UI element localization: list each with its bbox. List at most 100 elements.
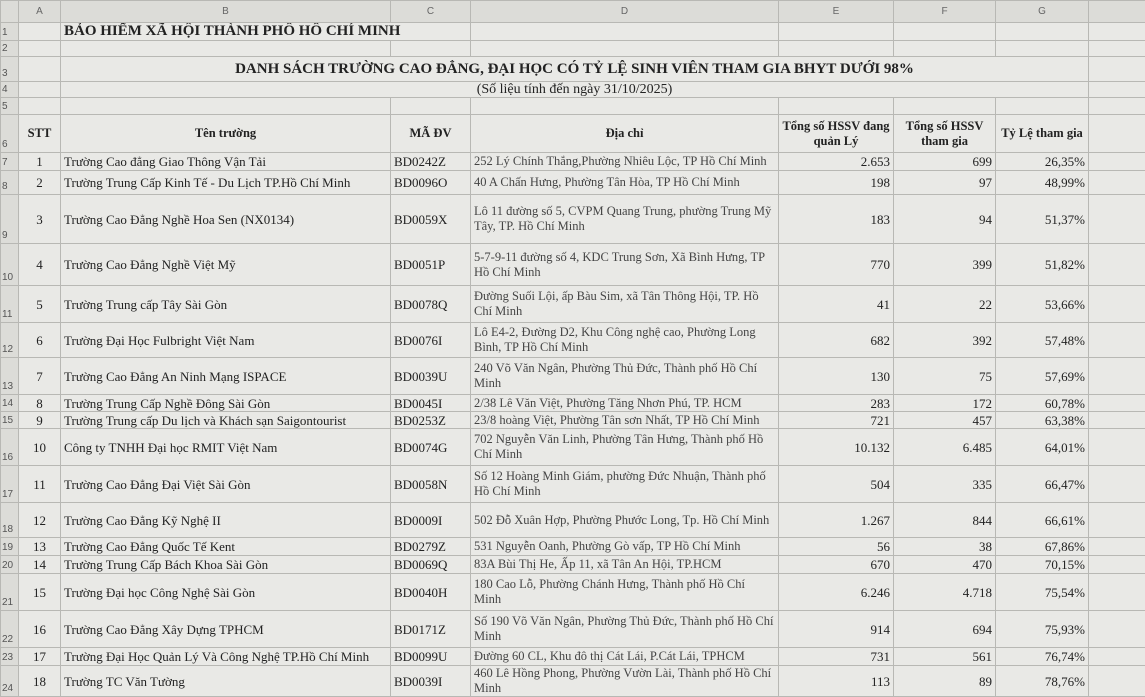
column-letter[interactable]: A: [19, 1, 61, 23]
school-name[interactable]: Trường Cao Đẳng Nghề Hoa Sen (NX0134): [61, 195, 391, 244]
school-name[interactable]: Trường Cao Đẳng Đại Việt Sài Gòn: [61, 466, 391, 503]
participating-students[interactable]: 699: [894, 153, 996, 171]
column-letter[interactable]: B: [61, 1, 391, 23]
address[interactable]: 702 Nguyễn Văn Linh, Phường Tân Hưng, Th…: [471, 429, 779, 466]
total-students[interactable]: 2.653: [779, 153, 894, 171]
participation-rate[interactable]: 64,01%: [996, 429, 1089, 466]
participation-rate[interactable]: 76,74%: [996, 648, 1089, 666]
school-name[interactable]: Trường TC Văn Tường: [61, 666, 391, 697]
total-students[interactable]: 10.132: [779, 429, 894, 466]
cell[interactable]: [1089, 556, 1145, 574]
stt[interactable]: 16: [19, 611, 61, 648]
address[interactable]: 2/38 Lê Văn Việt, Phường Tăng Nhơn Phú, …: [471, 395, 779, 412]
school-name[interactable]: Trường Đại Học Quản Lý Và Công Nghệ TP.H…: [61, 648, 391, 666]
cell[interactable]: [1089, 395, 1145, 412]
row-number[interactable]: 14: [1, 395, 19, 412]
cell[interactable]: [1089, 574, 1145, 611]
address[interactable]: Lô E4-2, Đường D2, Khu Công nghệ cao, Ph…: [471, 323, 779, 358]
stt[interactable]: 3: [19, 195, 61, 244]
cell[interactable]: [19, 41, 61, 57]
cell[interactable]: [1089, 611, 1145, 648]
cell[interactable]: [894, 98, 996, 115]
column-title[interactable]: Tổng số HSSV tham gia: [894, 115, 996, 153]
row-number[interactable]: 23: [1, 648, 19, 666]
address[interactable]: 23/8 hoàng Việt, Phường Tân sơn Nhất, TP…: [471, 412, 779, 429]
participating-students[interactable]: 172: [894, 395, 996, 412]
total-students[interactable]: 721: [779, 412, 894, 429]
column-title[interactable]: STT: [19, 115, 61, 153]
row-number[interactable]: 10: [1, 244, 19, 286]
stt[interactable]: 5: [19, 286, 61, 323]
participating-students[interactable]: 470: [894, 556, 996, 574]
address[interactable]: 531 Nguyễn Oanh, Phường Gò vấp, TP Hồ Ch…: [471, 538, 779, 556]
address[interactable]: Đường Suối Lội, ấp Bàu Sim, xã Tân Thông…: [471, 286, 779, 323]
stt[interactable]: 9: [19, 412, 61, 429]
row-number[interactable]: 16: [1, 429, 19, 466]
row-number[interactable]: 20: [1, 556, 19, 574]
row-number[interactable]: 6: [1, 115, 19, 153]
subtitle[interactable]: (Số liệu tính đến ngày 31/10/2025): [61, 82, 1089, 98]
total-students[interactable]: 113: [779, 666, 894, 697]
stt[interactable]: 14: [19, 556, 61, 574]
participation-rate[interactable]: 67,86%: [996, 538, 1089, 556]
total-students[interactable]: 6.246: [779, 574, 894, 611]
column-title[interactable]: MÃ ĐV: [391, 115, 471, 153]
participating-students[interactable]: 335: [894, 466, 996, 503]
row-number[interactable]: 19: [1, 538, 19, 556]
unit-code[interactable]: BD0039I: [391, 666, 471, 697]
cell[interactable]: [391, 98, 471, 115]
stt[interactable]: 1: [19, 153, 61, 171]
participation-rate[interactable]: 51,82%: [996, 244, 1089, 286]
participating-students[interactable]: 97: [894, 171, 996, 195]
cell[interactable]: [1089, 98, 1145, 115]
org-name[interactable]: BẢO HIỂM XÃ HỘI THÀNH PHỐ HỒ CHÍ MINH: [61, 23, 471, 41]
address[interactable]: 460 Lê Hồng Phong, Phường Vườn Lài, Thàn…: [471, 666, 779, 697]
cell[interactable]: [471, 23, 779, 41]
address[interactable]: 252 Lý Chính Thắng,Phường Nhiêu Lộc, TP …: [471, 153, 779, 171]
address[interactable]: Đường 60 CL, Khu đô thị Cát Lái, P.Cát L…: [471, 648, 779, 666]
cell[interactable]: [391, 41, 471, 57]
participating-students[interactable]: 4.718: [894, 574, 996, 611]
total-students[interactable]: 914: [779, 611, 894, 648]
total-students[interactable]: 41: [779, 286, 894, 323]
cell[interactable]: [1089, 115, 1145, 153]
cell[interactable]: [61, 41, 391, 57]
stt[interactable]: 8: [19, 395, 61, 412]
stt[interactable]: 18: [19, 666, 61, 697]
unit-code[interactable]: BD0009I: [391, 503, 471, 538]
unit-code[interactable]: BD0040H: [391, 574, 471, 611]
row-number[interactable]: 13: [1, 358, 19, 395]
total-students[interactable]: 731: [779, 648, 894, 666]
row-number[interactable]: 9: [1, 195, 19, 244]
cell[interactable]: [19, 23, 61, 41]
participating-students[interactable]: 694: [894, 611, 996, 648]
cell[interactable]: [1089, 82, 1145, 98]
cell[interactable]: [779, 41, 894, 57]
row-number[interactable]: 7: [1, 153, 19, 171]
cell[interactable]: [1089, 195, 1145, 244]
column-title[interactable]: Tỷ Lệ tham gia: [996, 115, 1089, 153]
title[interactable]: DANH SÁCH TRƯỜNG CAO ĐẲNG, ĐẠI HỌC CÓ TỶ…: [61, 57, 1089, 82]
unit-code[interactable]: BD0096O: [391, 171, 471, 195]
cell[interactable]: [1089, 23, 1145, 41]
row-number[interactable]: 2: [1, 41, 19, 57]
cell[interactable]: [61, 98, 391, 115]
cell[interactable]: [894, 41, 996, 57]
participation-rate[interactable]: 48,99%: [996, 171, 1089, 195]
school-name[interactable]: Trường Trung cấp Du lịch và Khách sạn Sa…: [61, 412, 391, 429]
total-students[interactable]: 283: [779, 395, 894, 412]
column-title[interactable]: Tổng số HSSV đang quản Lý: [779, 115, 894, 153]
participating-students[interactable]: 392: [894, 323, 996, 358]
column-letter[interactable]: G: [996, 1, 1089, 23]
unit-code[interactable]: BD0253Z: [391, 412, 471, 429]
cell[interactable]: [1089, 57, 1145, 82]
school-name[interactable]: Trường Cao Đẳng Xây Dựng TPHCM: [61, 611, 391, 648]
cell[interactable]: [471, 98, 779, 115]
cell[interactable]: [1089, 429, 1145, 466]
row-number[interactable]: 8: [1, 171, 19, 195]
stt[interactable]: 13: [19, 538, 61, 556]
school-name[interactable]: Công ty TNHH Đại học RMIT Việt Nam: [61, 429, 391, 466]
total-students[interactable]: 682: [779, 323, 894, 358]
participation-rate[interactable]: 53,66%: [996, 286, 1089, 323]
unit-code[interactable]: BD0074G: [391, 429, 471, 466]
